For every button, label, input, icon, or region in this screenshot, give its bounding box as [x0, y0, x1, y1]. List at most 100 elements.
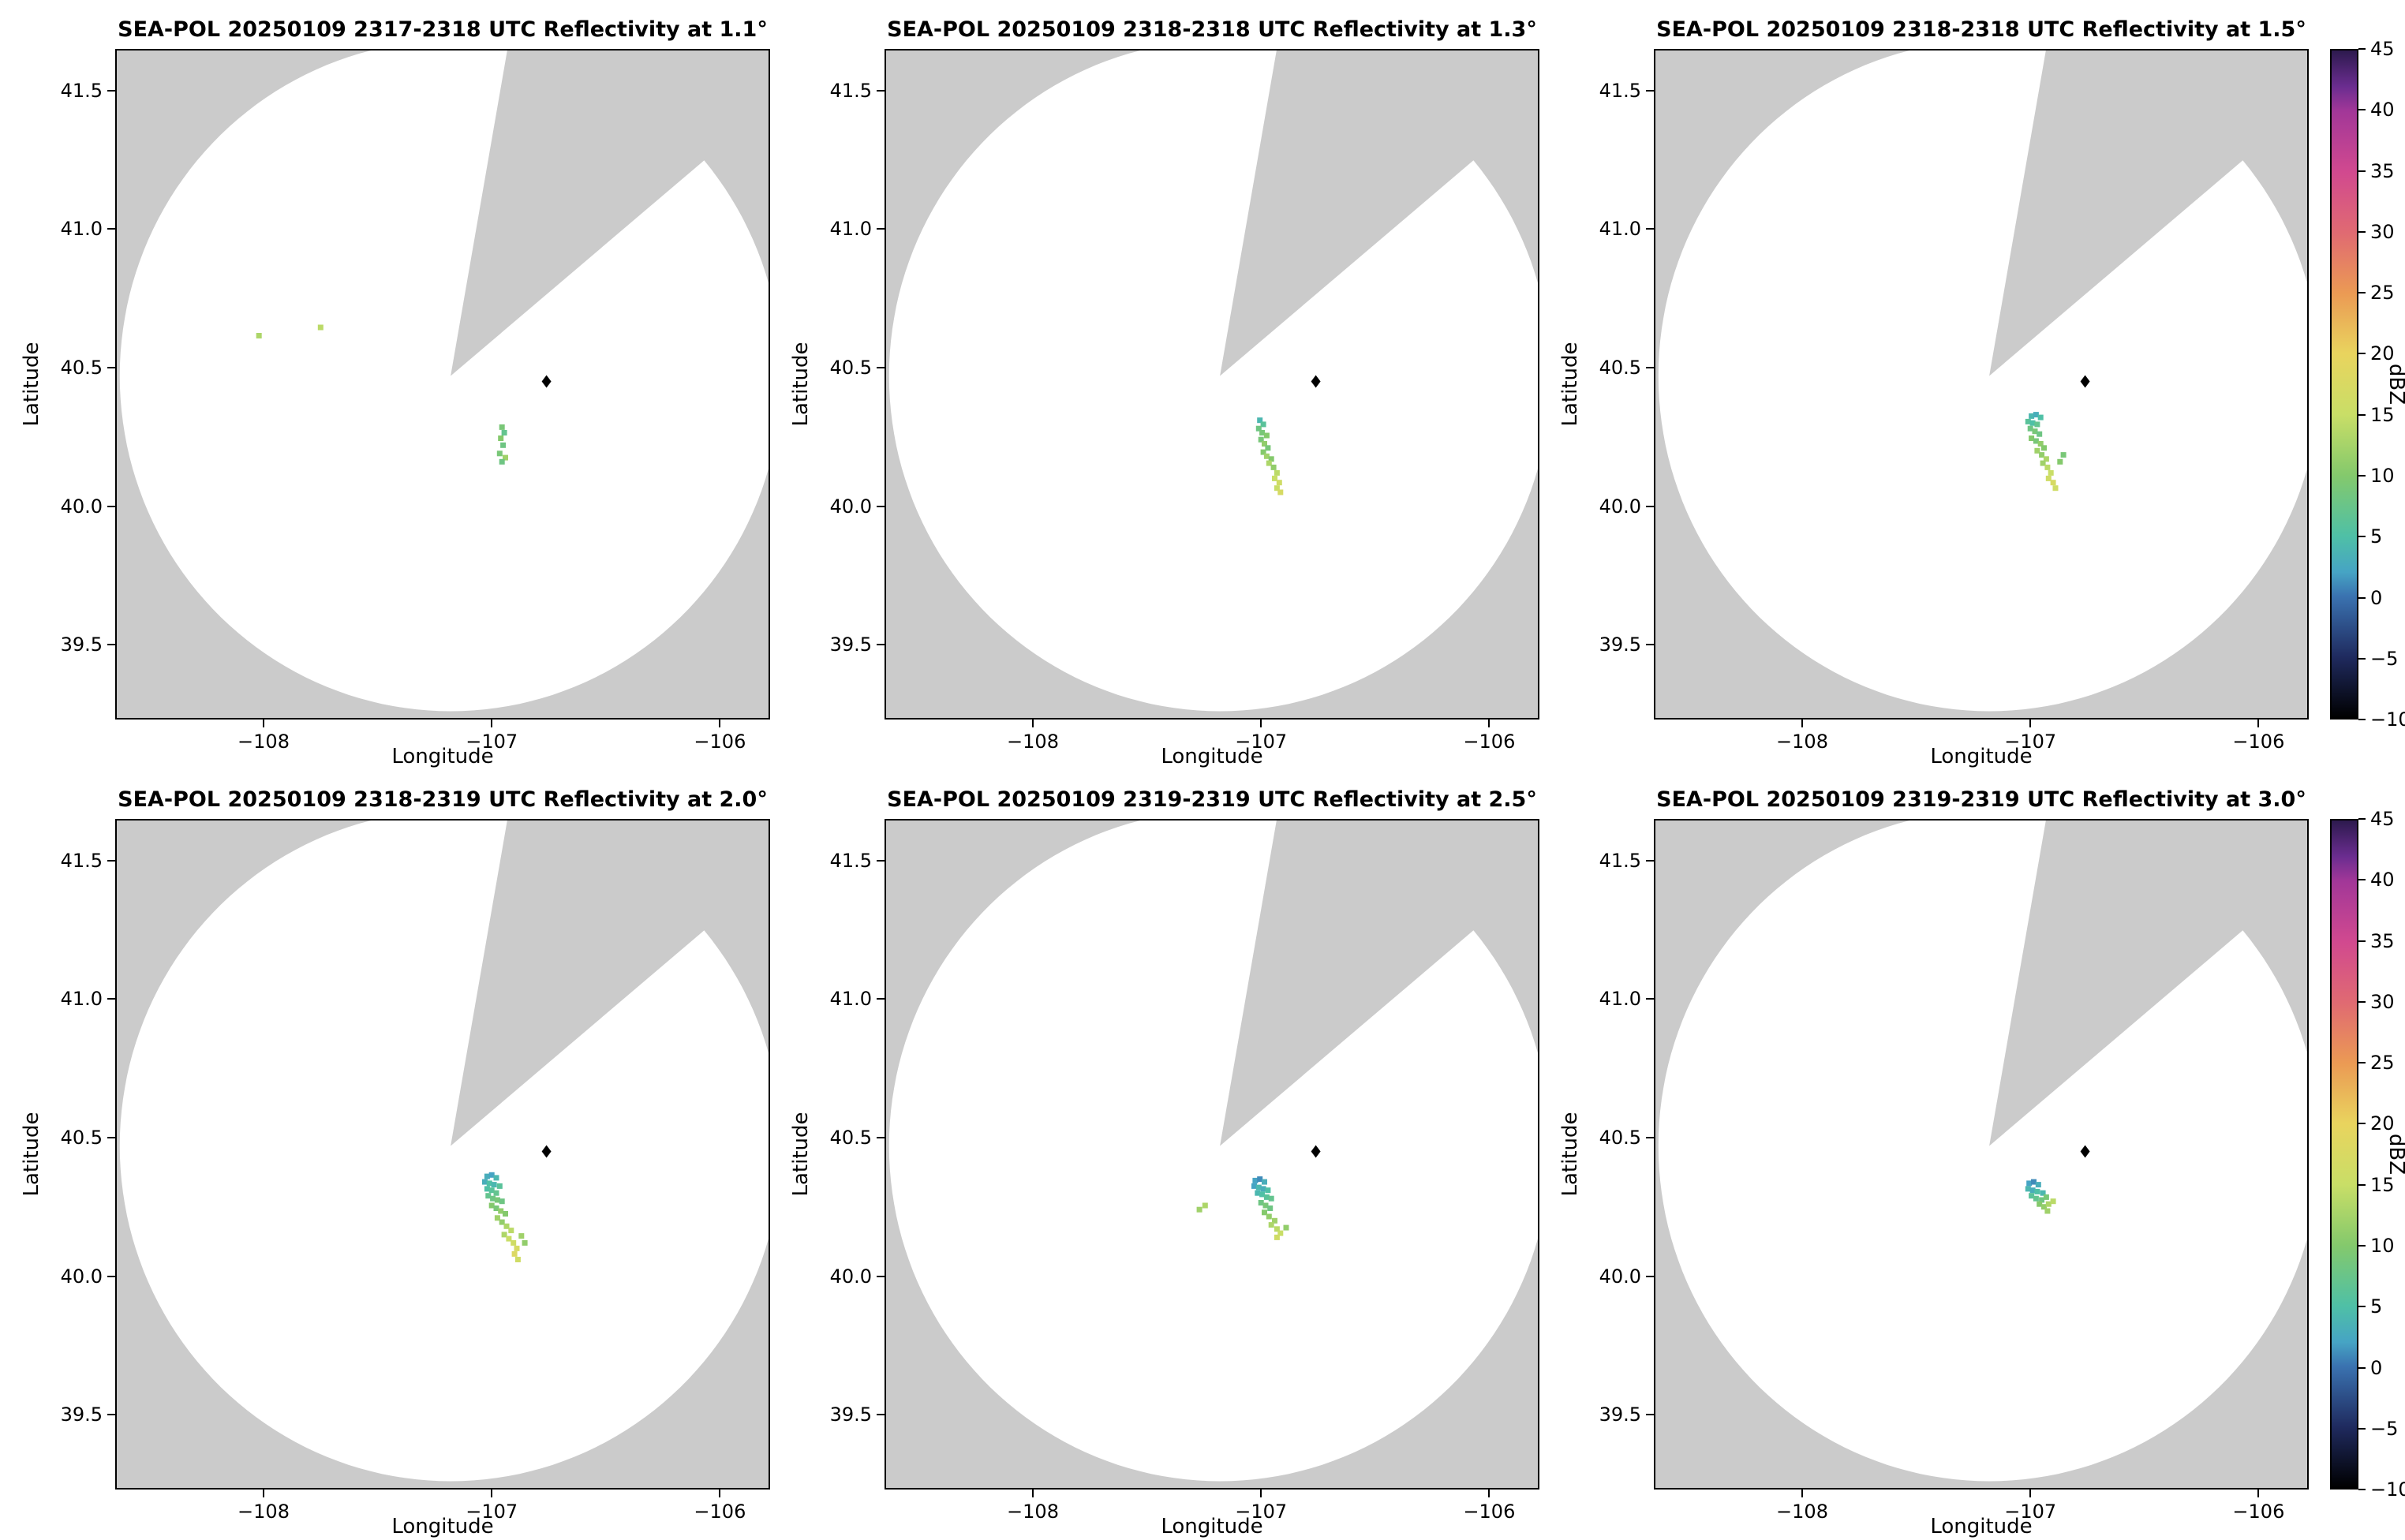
y-tick-label: 39.5 [60, 1404, 103, 1426]
reflectivity-pixel [317, 324, 324, 331]
reflectivity-pixel [1266, 1213, 1272, 1220]
y-tick-label: 40.0 [829, 1265, 872, 1288]
y-tick-label: 41.5 [829, 849, 872, 872]
reflectivity-pixel [1262, 1179, 1267, 1185]
x-tick-label: −108 [238, 1501, 290, 1523]
reflectivity-pixel [501, 1232, 507, 1238]
reflectivity-pixel [1263, 1194, 1270, 1200]
y-tick-label: 41.5 [1599, 79, 1641, 102]
reflectivity-pixel [256, 333, 262, 338]
reflectivity-pixel [2050, 480, 2056, 486]
colorbar-tick-mark [2358, 1123, 2366, 1125]
reflectivity-pixel [1260, 449, 1266, 455]
y-tick-label: 40.0 [829, 495, 872, 518]
reflectivity-pixel [1257, 1176, 1263, 1183]
colorbar-tick-label: 35 [2370, 929, 2395, 952]
reflectivity-pixel [1255, 1190, 1261, 1196]
colorbar-tick-mark [2358, 474, 2366, 477]
y-tick-label: 39.5 [1599, 1404, 1641, 1426]
x-axis-label: Longitude [391, 745, 494, 768]
x-tick-label: −108 [1776, 1501, 1828, 1523]
y-tick-label: 41.0 [829, 218, 872, 241]
colorbar-tick-mark [2358, 1366, 2366, 1369]
x-axis-label: Longitude [1161, 1515, 1263, 1538]
y-tick-label: 40.0 [1599, 1265, 1641, 1288]
reflectivity-pixel [499, 458, 505, 465]
y-tick-mark [107, 1414, 115, 1416]
x-tick-mark [1032, 720, 1034, 727]
reflectivity-pixel [2033, 412, 2039, 418]
reflectivity-pixel [482, 1179, 488, 1185]
y-tick-mark [107, 228, 115, 230]
x-tick-label: −106 [694, 731, 746, 753]
x-tick-label: −108 [1007, 1501, 1059, 1523]
colorbar-tick-mark [2358, 719, 2366, 720]
y-tick-label: 40.0 [60, 495, 103, 518]
colorbar-tick-mark [2358, 170, 2366, 172]
reflectivity-pixel [2025, 418, 2031, 424]
colorbar-tick-mark [2358, 657, 2366, 660]
site-marker-diamond [1311, 375, 1321, 388]
colorbar-tick-mark [2358, 1244, 2366, 1247]
panel-title: SEA-POL 20250109 2317-2318 UTC Reflectiv… [118, 17, 768, 42]
reflectivity-pixel [1272, 475, 1277, 481]
x-axis-label: Longitude [391, 1515, 494, 1538]
y-tick-label: 41.0 [60, 218, 103, 241]
colorbar-tick-label: 30 [2370, 990, 2395, 1013]
reflectivity-pixel [1283, 1224, 1289, 1231]
colorbar-tick-label: −5 [2370, 647, 2399, 670]
reflectivity-pixel [493, 1205, 499, 1211]
colorbar-tick-label: 10 [2370, 464, 2395, 487]
reflectivity-pixel [488, 1172, 495, 1178]
colorbar-tick-mark [2358, 413, 2366, 416]
y-tick-label: 40.5 [1599, 356, 1641, 379]
site-marker-diamond [2080, 1145, 2090, 1158]
x-tick-mark [491, 1490, 493, 1497]
axes-frame [1654, 49, 2309, 720]
y-tick-mark [1646, 1136, 1654, 1138]
colorbar-tick-label: 20 [2370, 342, 2395, 365]
y-tick-mark [107, 505, 115, 507]
reflectivity-pixel [488, 1202, 495, 1209]
y-tick-label: 39.5 [829, 1404, 872, 1426]
y-tick-label: 41.5 [60, 849, 103, 872]
colorbar-tick-label: 20 [2370, 1112, 2395, 1135]
reflectivity-pixel [2029, 435, 2035, 441]
x-tick-mark [1801, 720, 1803, 727]
colorbar-tick-label: 30 [2370, 220, 2395, 243]
x-axis-label: Longitude [1161, 745, 1263, 768]
reflectivity-pixel [499, 1198, 505, 1205]
reflectivity-pixel [2026, 1180, 2033, 1187]
y-tick-label: 40.5 [829, 356, 872, 379]
reflectivity-pixel [1196, 1206, 1202, 1213]
reflectivity-pixel [1274, 1226, 1280, 1232]
reflectivity-pixel [2041, 445, 2047, 451]
panel-title: SEA-POL 20250109 2318-2318 UTC Reflectiv… [1656, 17, 2306, 42]
reflectivity-pixel [1274, 469, 1280, 476]
colorbar-tick-mark [2358, 1427, 2366, 1430]
reflectivity-pixel [2050, 1198, 2056, 1205]
colorbar-tick-label: 0 [2370, 586, 2383, 609]
x-tick-mark [2029, 720, 2032, 727]
radar-panel-4: SEA-POL 20250109 2318-2319 UTC Reflectiv… [0, 770, 770, 1540]
radar-ppi-svg [1654, 819, 2309, 1490]
y-tick-mark [877, 1275, 885, 1277]
reflectivity-pixel [496, 450, 503, 457]
reflectivity-pixel [1251, 1183, 1257, 1189]
colorbar-tick-mark [2358, 879, 2366, 881]
colorbar-gradient [2330, 49, 2358, 720]
reflectivity-pixel [498, 1208, 504, 1214]
axes-frame [885, 819, 1539, 1490]
reflectivity-pixel [1255, 1184, 1262, 1191]
x-tick-mark [2257, 1490, 2260, 1497]
y-tick-mark [107, 366, 115, 368]
x-tick-label: −107 [1235, 731, 1288, 753]
axes-frame [115, 49, 770, 720]
colorbar-tick-mark [2358, 596, 2366, 599]
reflectivity-pixel [1270, 464, 1277, 470]
reflectivity-pixel [1268, 456, 1274, 462]
reflectivity-pixel [2029, 420, 2036, 426]
reflectivity-pixel [2039, 1197, 2045, 1203]
y-axis-label: Latitude [20, 1112, 43, 1197]
reflectivity-pixel [2043, 456, 2049, 462]
